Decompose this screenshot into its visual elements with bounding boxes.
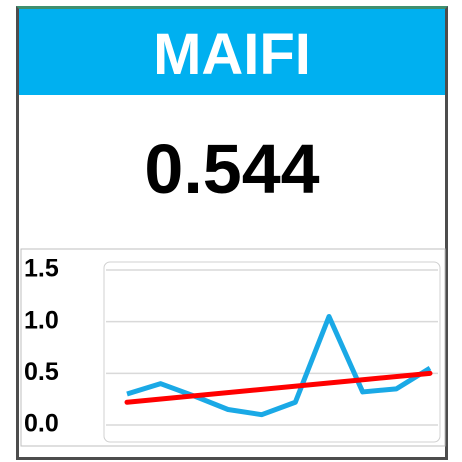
- y-tick-label: 1.5: [24, 255, 59, 283]
- plot-frame: [103, 261, 441, 443]
- data-line: [126, 314, 432, 418]
- y-tick-label: 0.0: [24, 410, 59, 438]
- kpi-card: MAIFI 0.544: [16, 6, 448, 460]
- y-tick-label: 1.0: [24, 306, 59, 334]
- card-title: MAIFI: [19, 9, 445, 95]
- trend-line: [124, 370, 433, 405]
- kpi-value: 0.544: [144, 130, 320, 208]
- y-tick-label: 0.5: [24, 358, 59, 386]
- chart-frame: [20, 248, 446, 447]
